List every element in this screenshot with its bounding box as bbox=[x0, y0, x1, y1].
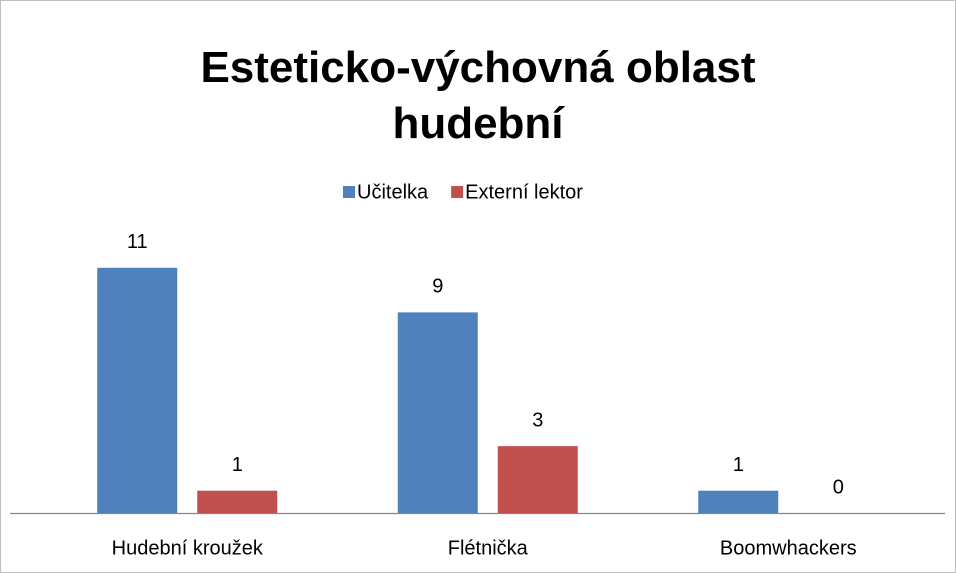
data-label: 0 bbox=[833, 476, 844, 498]
data-label: 3 bbox=[532, 409, 543, 431]
chart-title: Esteticko-výchovná oblast hudební bbox=[200, 43, 756, 148]
x-tick-label: Hudební kroužek bbox=[112, 537, 264, 559]
x-tick-label: Boomwhackers bbox=[720, 537, 857, 559]
x-tick-label: Flétnička bbox=[448, 537, 529, 559]
bar bbox=[698, 490, 779, 513]
legend-label: Externí lektor bbox=[465, 181, 583, 203]
data-label: 9 bbox=[432, 276, 443, 298]
data-label: 11 bbox=[127, 231, 148, 253]
bar bbox=[197, 490, 278, 513]
bar bbox=[397, 312, 478, 513]
legend-label: Učitelka bbox=[357, 181, 429, 203]
data-label: 1 bbox=[232, 454, 243, 476]
bar bbox=[497, 446, 578, 513]
data-label: 1 bbox=[733, 454, 744, 476]
legend-swatch bbox=[343, 186, 355, 198]
bar bbox=[97, 267, 178, 513]
legend-swatch bbox=[451, 186, 464, 198]
